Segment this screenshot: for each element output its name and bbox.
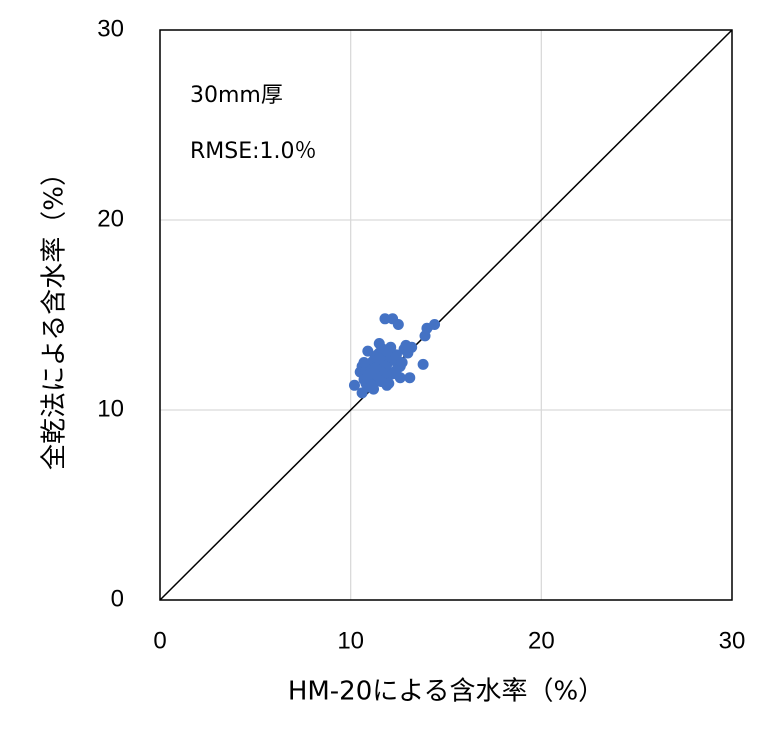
x-tick-label: 0 [153,627,166,654]
point [419,330,431,342]
point [390,349,402,361]
point [385,341,397,353]
point [381,379,393,391]
x-tick-label: 10 [337,627,364,654]
point [369,362,381,374]
point [392,319,404,330]
point [390,364,402,376]
point [373,353,385,365]
x-tick-label: 30 [719,627,746,654]
point [368,383,380,395]
point [396,357,408,368]
point [379,313,391,325]
point [348,379,360,391]
point [417,358,429,370]
point [356,387,368,399]
y-tick-label: 10 [97,395,124,422]
point [362,345,374,357]
y-tick-label: 0 [111,585,124,612]
y-tick-label: 30 [97,15,124,42]
y-tick-label: 20 [97,205,124,232]
point [404,372,416,384]
x-tick-label: 20 [528,627,555,654]
annotation: 30mm厚 [190,83,283,108]
reference-line [159,29,733,601]
annotation: RMSE:1.0％ [190,139,317,164]
plot-frame [159,29,733,601]
x-axis-label: HM-20による含水率（%） [288,677,604,707]
y-axis-label: 全乾法による含水率（%） [40,160,70,470]
point [406,341,418,353]
point [358,357,370,368]
